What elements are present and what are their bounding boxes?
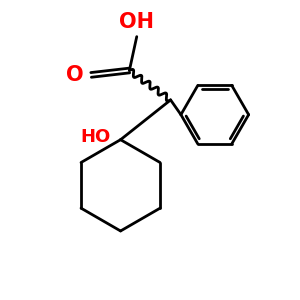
Text: HO: HO <box>80 128 110 146</box>
Text: OH: OH <box>119 12 154 32</box>
Text: O: O <box>66 65 84 85</box>
